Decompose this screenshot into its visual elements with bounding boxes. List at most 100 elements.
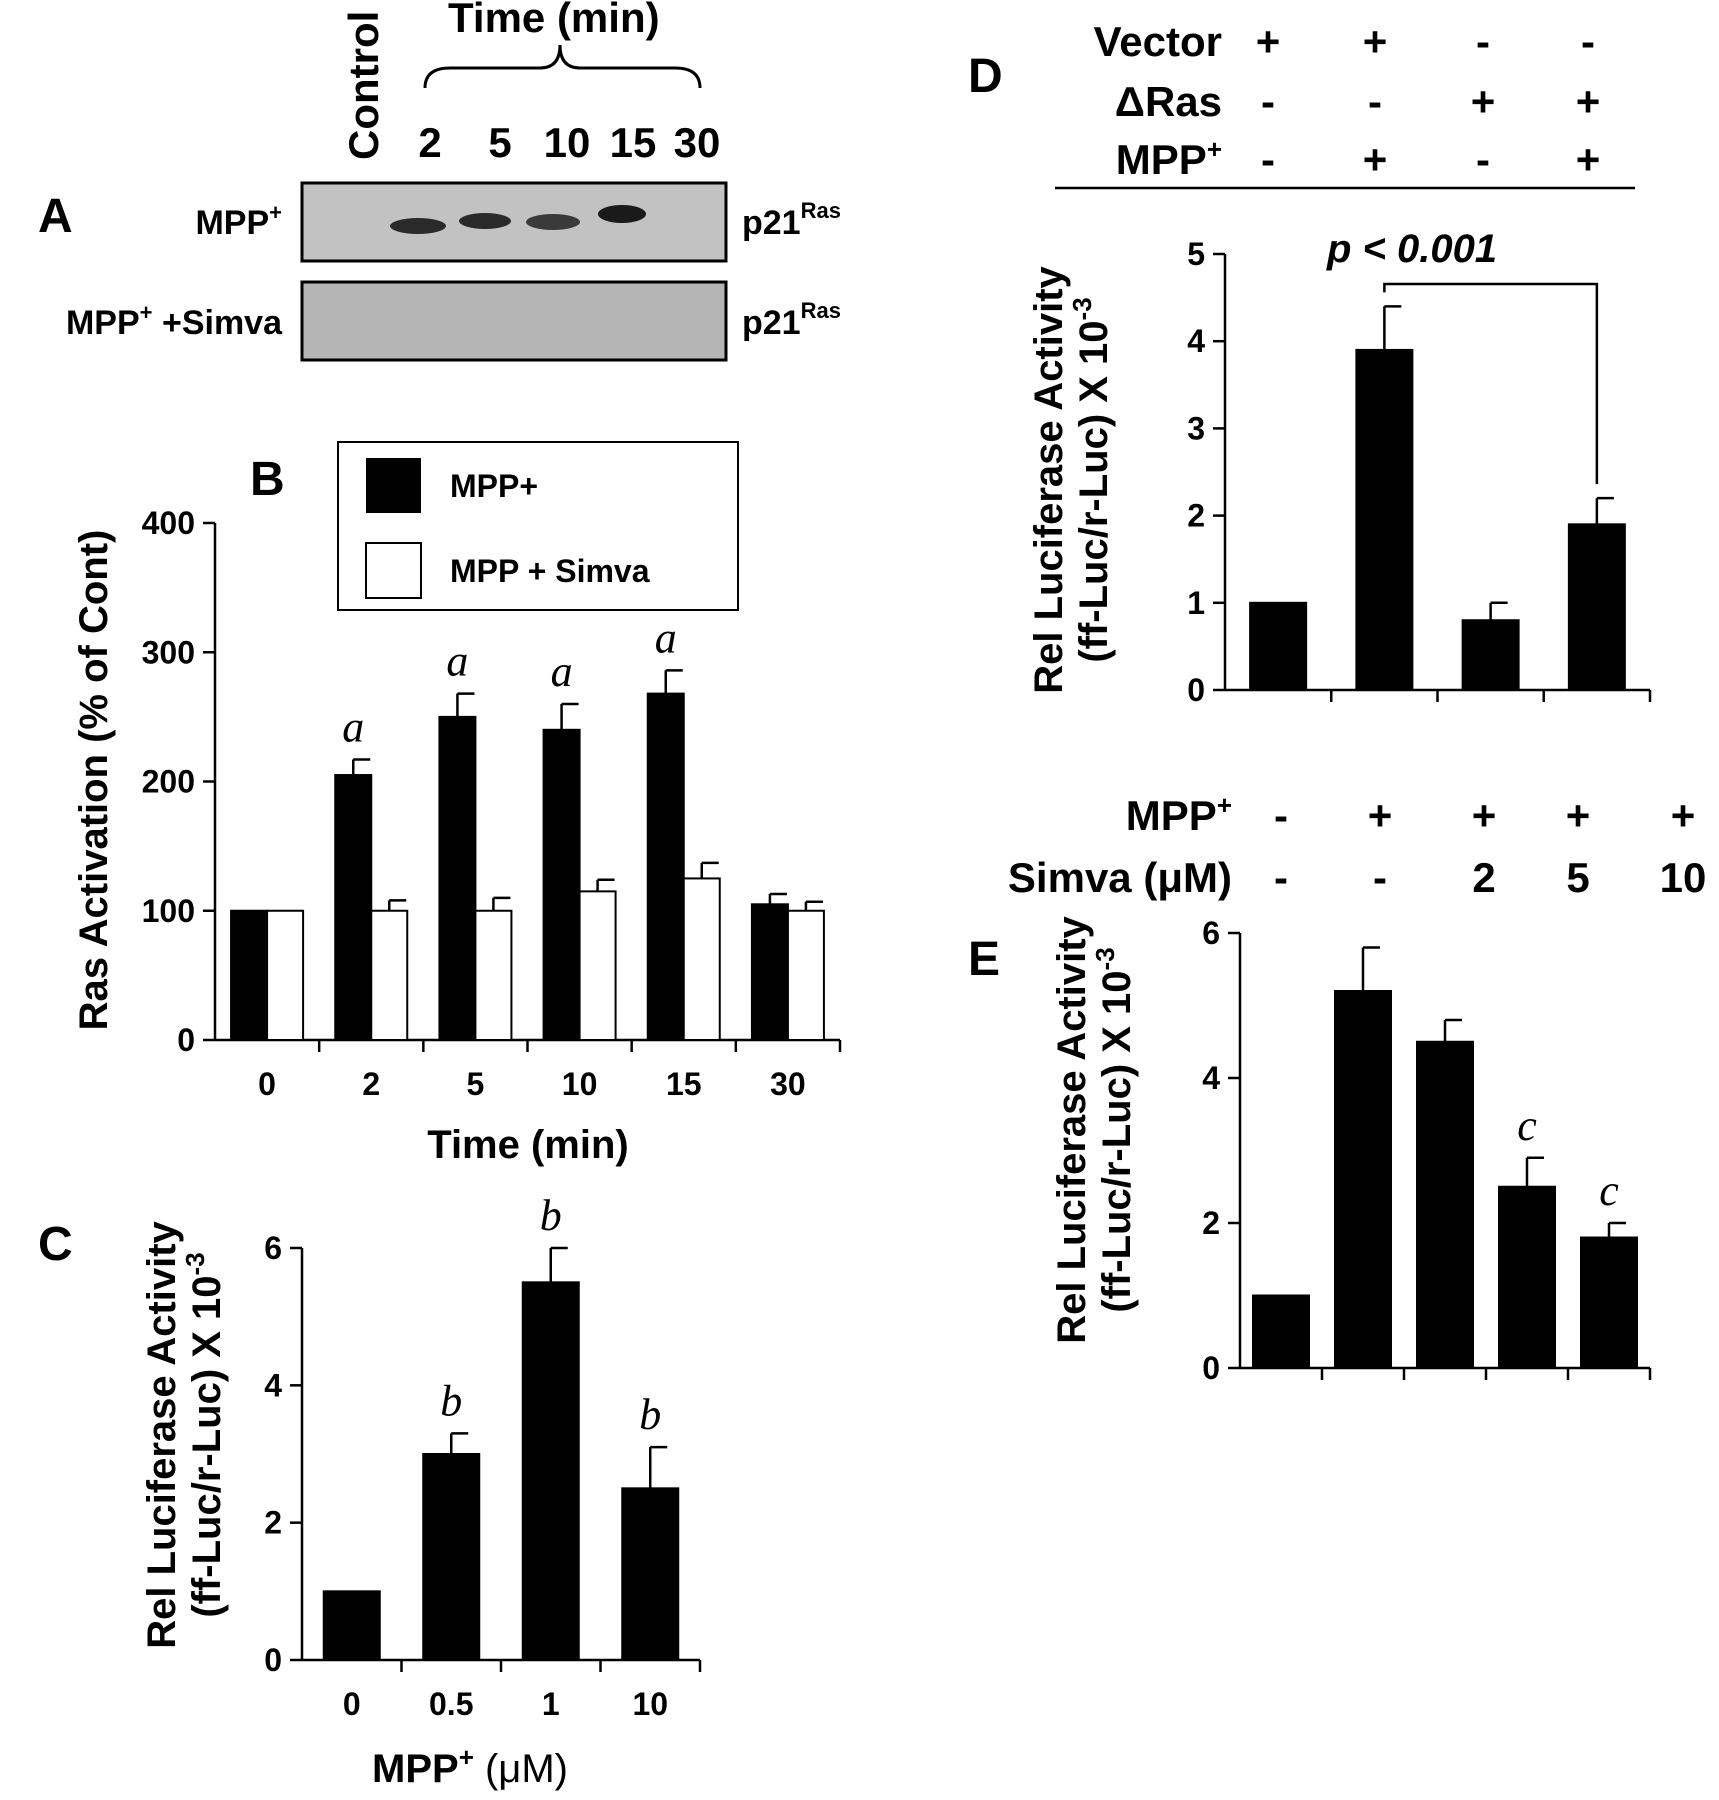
band-15min xyxy=(598,205,646,223)
band-label-mpp: p21Ras xyxy=(742,198,841,242)
panel-d-ylabel-line2: (ff-Luc/r-Luc) X 10-3 xyxy=(1067,297,1116,662)
bar-2 xyxy=(521,1281,580,1662)
bar-s0-2 xyxy=(438,715,477,1041)
significance-marker: a xyxy=(342,703,364,752)
bar-s0-5 xyxy=(750,903,789,1041)
y-tick-label: 6 xyxy=(1202,915,1220,951)
legend-label-mpp-simva: MPP + Simva xyxy=(450,553,650,589)
y-tick-label: 2 xyxy=(1202,1205,1220,1241)
panel-a-letter: A xyxy=(38,190,73,243)
panel-e-chart: 0 2 4 6 c c xyxy=(1202,915,1652,1386)
panel-e-letter: E xyxy=(968,933,1000,986)
x-tick-label: 2 xyxy=(362,1066,380,1102)
blot-bands-mpp xyxy=(390,205,646,234)
lane-label-2: 2 xyxy=(418,119,441,166)
y-tick-label: 0 xyxy=(177,1022,195,1058)
lane-label-15: 15 xyxy=(610,119,657,166)
panel-b-xlabel: Time (min) xyxy=(427,1123,629,1167)
condition-cell: + xyxy=(1576,78,1601,125)
y-tick-label: 100 xyxy=(142,893,195,929)
condition-cell: - xyxy=(1261,78,1275,125)
bar-s0-3 xyxy=(542,728,581,1041)
y-tick-label: 6 xyxy=(264,1230,282,1266)
bar-3 xyxy=(1567,523,1626,691)
bar-s0-4 xyxy=(646,692,685,1041)
y-tick-label: 2 xyxy=(264,1505,282,1541)
bar-2 xyxy=(1461,619,1520,691)
y-tick-label: 400 xyxy=(142,505,195,541)
x-tick-label: 0.5 xyxy=(429,1686,473,1722)
bar-3 xyxy=(621,1487,680,1662)
panel-e-condition-table: MPP+ - + + + +Simva (μM) - -2 5 10 xyxy=(1008,790,1706,901)
x-tick-label: 10 xyxy=(632,1686,668,1722)
panel-c-letter: C xyxy=(38,1218,73,1271)
lane-label-10: 10 xyxy=(544,119,591,166)
condition-cell: 10 xyxy=(1660,854,1707,901)
bar-0 xyxy=(1252,1294,1310,1369)
condition-cell: - xyxy=(1476,18,1490,65)
panel-d-ylabel-line1: Rel Luciferase Activity xyxy=(1027,265,1071,693)
significance-marker: a xyxy=(655,613,677,662)
condition-cell: + xyxy=(1363,136,1388,183)
x-tick-label: 15 xyxy=(666,1066,702,1102)
bar-s1-0 xyxy=(266,909,305,1041)
band-2min xyxy=(390,218,446,234)
x-tick-label: 30 xyxy=(770,1066,806,1102)
significance-marker: c xyxy=(1599,1166,1619,1215)
blot-strip-mpp xyxy=(300,181,728,263)
x-tick-label: 5 xyxy=(467,1066,485,1102)
bar-0 xyxy=(1249,601,1308,691)
panel-c-chart: 0 2 4 6 0 0.5 b 1 b 10 b xyxy=(264,1191,702,1722)
lane-label-5: 5 xyxy=(488,119,511,166)
significance-marker: c xyxy=(1517,1101,1537,1150)
y-tick-label: 0 xyxy=(264,1642,282,1678)
panel-e-ylabel-line2: (ff-Luc/r-Luc) X 10-3 xyxy=(1090,947,1139,1312)
time-header: Time (min) xyxy=(448,0,660,41)
x-tick-label: 10 xyxy=(562,1066,598,1102)
panel-b-chart: 0 100 200 300 400 0 2 a 5 a 10 a 15 a 30 xyxy=(142,505,842,1102)
significance-bracket xyxy=(1383,282,1599,485)
y-tick-label: 200 xyxy=(142,764,195,800)
bar-0 xyxy=(322,1590,381,1662)
y-tick-label: 0 xyxy=(1202,1350,1220,1386)
lane-labels: 2 5 10 15 30 xyxy=(418,119,720,166)
condition-cell: + xyxy=(1368,792,1393,839)
condition-cell: - xyxy=(1274,854,1288,901)
condition-cell: + xyxy=(1363,18,1388,65)
bar-3 xyxy=(1498,1185,1556,1369)
bar-s1-1 xyxy=(370,909,409,1041)
significance-marker: b xyxy=(540,1191,562,1240)
bar-s0-0 xyxy=(230,909,269,1041)
y-tick-label: 3 xyxy=(1187,410,1205,446)
panel-c-ylabel-line1: Rel Luciferase Activity xyxy=(140,1220,184,1648)
y-tick-label: 5 xyxy=(1187,236,1205,272)
bar-s1-5 xyxy=(786,909,825,1041)
condition-cell: + xyxy=(1566,792,1591,839)
condition-row-label: ΔRas xyxy=(1115,78,1222,125)
y-tick-label: 4 xyxy=(1202,1060,1220,1096)
condition-cell: - xyxy=(1373,854,1387,901)
y-tick-label: 2 xyxy=(1187,498,1205,534)
condition-cell: + xyxy=(1472,792,1497,839)
y-tick-label: 0 xyxy=(1187,672,1205,708)
condition-cell: 2 xyxy=(1472,854,1495,901)
blot-strip-mpp-simva xyxy=(300,280,728,362)
panel-b-ylabel: Ras Activation (% of Cont) xyxy=(72,530,116,1031)
condition-cell: 5 xyxy=(1566,854,1589,901)
band-5min xyxy=(459,213,511,229)
panel-e-ylabel-line1: Rel Luciferase Activity xyxy=(1050,915,1094,1343)
y-tick-label: 300 xyxy=(142,634,195,670)
panel-d-pvalue: p < 0.001 xyxy=(1326,227,1497,271)
y-tick-label: 4 xyxy=(1187,323,1205,359)
condition-cell: - xyxy=(1368,78,1382,125)
panel-b-letter: B xyxy=(250,453,285,506)
bar-s0-1 xyxy=(334,774,373,1041)
bar-s1-4 xyxy=(682,877,721,1041)
condition-cell: + xyxy=(1671,792,1696,839)
control-lane-label: Control xyxy=(340,11,387,160)
legend-swatch-mpp xyxy=(366,458,421,513)
bar-s1-3 xyxy=(578,890,617,1041)
x-tick-label: 0 xyxy=(258,1066,276,1102)
condition-cell: + xyxy=(1576,136,1601,183)
